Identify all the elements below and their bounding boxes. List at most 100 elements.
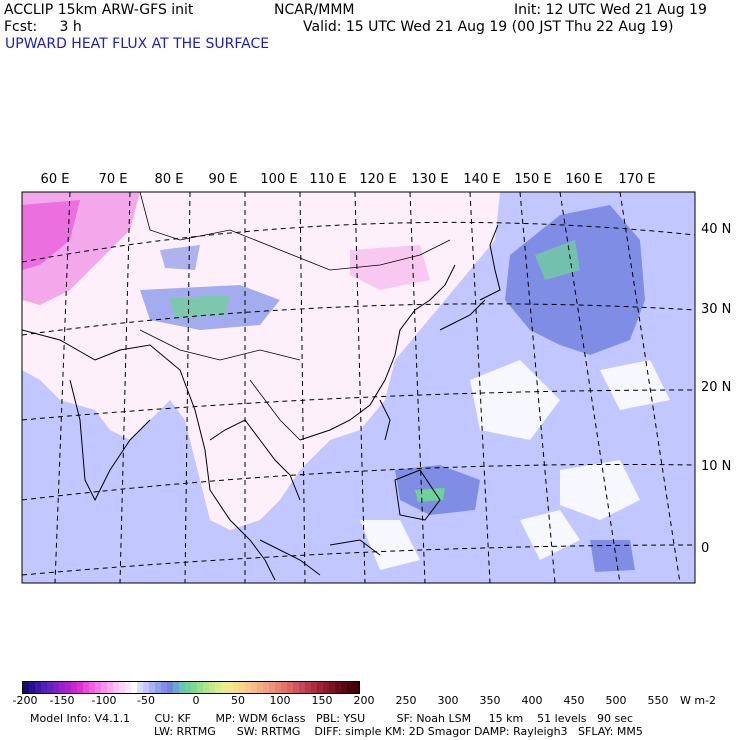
colorbar-swatch xyxy=(53,682,59,693)
philippine-green-core xyxy=(415,488,445,502)
coastline-asia xyxy=(22,264,456,581)
colorbar-swatch xyxy=(71,682,77,693)
model-info-line1: Model Info: V4.1.1 CU: KF MP: WDM 6class… xyxy=(30,712,634,725)
colorbar-swatch xyxy=(131,682,137,693)
colorbar-swatch xyxy=(353,682,359,693)
tibet-green-core xyxy=(170,295,230,318)
colorbar-swatch xyxy=(245,682,251,693)
colorbar-tick-label: 100 xyxy=(269,694,291,707)
lon-label: 60 E xyxy=(40,172,70,187)
map-frame xyxy=(21,191,696,584)
colorbar-tick-label: -100 xyxy=(91,694,117,707)
colorbar-swatch xyxy=(89,682,95,693)
colorbar-swatch xyxy=(215,682,221,693)
colorbar-swatch xyxy=(143,682,149,693)
colorbar-swatch xyxy=(29,682,35,693)
lat-label: 10 N xyxy=(701,459,732,474)
colorbar-swatch xyxy=(341,682,347,693)
colorbar-swatch xyxy=(209,682,215,693)
lat-label: 20 N xyxy=(701,380,732,395)
colorbar-swatch xyxy=(293,682,299,693)
colorbar-swatch xyxy=(173,682,179,693)
colorbar xyxy=(22,681,360,694)
colorbar-swatch xyxy=(107,682,113,693)
colorbar-swatch xyxy=(125,682,131,693)
pink-east-area xyxy=(350,245,430,290)
colorbar-swatch xyxy=(227,682,233,693)
colorbar-tick-label: 200 xyxy=(353,694,375,707)
lon-label: 110 E xyxy=(309,172,347,187)
lon-label: 140 E xyxy=(463,172,501,187)
coastline-japan xyxy=(439,224,501,331)
colorbar-tick-label: 350 xyxy=(479,694,501,707)
colorbar-tick-label: 400 xyxy=(521,694,543,707)
colorbar-unit: W m-2 xyxy=(680,694,717,707)
colorbar-tick-label: 550 xyxy=(647,694,669,707)
lon-label: 80 E xyxy=(154,172,184,187)
colorbar-swatch xyxy=(185,682,191,693)
country-borders xyxy=(139,192,451,441)
forecast-hour: Fcst: 3 h xyxy=(4,19,82,35)
colorbar-swatch xyxy=(95,682,101,693)
colorbar-tick-label: 50 xyxy=(231,694,245,707)
colorbar-swatch xyxy=(257,682,263,693)
init-time: Init: 12 UTC Wed 21 Aug 19 xyxy=(514,2,707,18)
colorbar-swatch xyxy=(137,682,143,693)
colorbar-swatch xyxy=(323,682,329,693)
coastline-india xyxy=(69,379,151,502)
colorbar-swatch xyxy=(221,682,227,693)
colorbar-swatch xyxy=(35,682,41,693)
lat-label: 30 N xyxy=(701,302,732,317)
lon-label: 130 E xyxy=(411,172,449,187)
colorbar-swatch xyxy=(77,682,83,693)
ocean-white-patches xyxy=(360,360,670,570)
colorbar-swatch xyxy=(167,682,173,693)
org-label: NCAR/MMM xyxy=(274,2,355,18)
colorbar-swatch xyxy=(119,682,125,693)
colorbar-swatch xyxy=(23,682,29,693)
colorbar-tick-label: -150 xyxy=(49,694,75,707)
colorbar-swatch xyxy=(161,682,167,693)
lon-label: 90 E xyxy=(208,172,238,187)
colorbar-swatch xyxy=(275,682,281,693)
colorbar-tick-label: 450 xyxy=(563,694,585,707)
colorbar-swatch xyxy=(269,682,275,693)
lon-label: 160 E xyxy=(565,172,603,187)
colorbar-swatch xyxy=(203,682,209,693)
colorbar-swatch xyxy=(149,682,155,693)
model-info-line2: LW: RRTMG SW: RRTMG DIFF: simple KM: 2D … xyxy=(154,725,643,738)
lon-label: 150 E xyxy=(514,172,552,187)
coastline-islands xyxy=(259,399,441,576)
valid-time: Valid: 15 UTC Wed 21 Aug 19 (00 JST Thu … xyxy=(303,19,674,35)
colorbar-swatch xyxy=(287,682,293,693)
colorbar-swatch xyxy=(179,682,185,693)
colorbar-swatch xyxy=(83,682,89,693)
colorbar-swatch xyxy=(191,682,197,693)
lat-label: 0 xyxy=(701,541,710,556)
lon-label: 70 E xyxy=(98,172,128,187)
colorbar-swatch xyxy=(299,682,305,693)
colorbar-swatch xyxy=(41,682,47,693)
colorbar-swatch xyxy=(239,682,245,693)
colorbar-swatch xyxy=(101,682,107,693)
lon-label: 170 E xyxy=(618,172,656,187)
colorbar-swatch xyxy=(335,682,341,693)
colorbar-swatch xyxy=(311,682,317,693)
lat-label: 40 N xyxy=(701,222,732,237)
field-title: UPWARD HEAT FLUX AT THE SURFACE xyxy=(5,36,270,52)
colorbar-swatch xyxy=(329,682,335,693)
colorbar-swatch xyxy=(263,682,269,693)
pacific-strong-flux xyxy=(505,205,645,355)
colorbar-swatch xyxy=(65,682,71,693)
model-title: ACCLIP 15km ARW-GFS init xyxy=(4,2,194,18)
colorbar-tick-label: -50 xyxy=(137,694,155,707)
colorbar-tick-label: 500 xyxy=(605,694,627,707)
lon-label: 100 E xyxy=(260,172,298,187)
colorbar-tick-label: 150 xyxy=(311,694,333,707)
colorbar-swatch xyxy=(233,682,239,693)
lon-label: 120 E xyxy=(359,172,397,187)
colorbar-swatch xyxy=(347,682,353,693)
equatorial-flux-patch xyxy=(590,540,635,572)
colorbar-swatch xyxy=(281,682,287,693)
